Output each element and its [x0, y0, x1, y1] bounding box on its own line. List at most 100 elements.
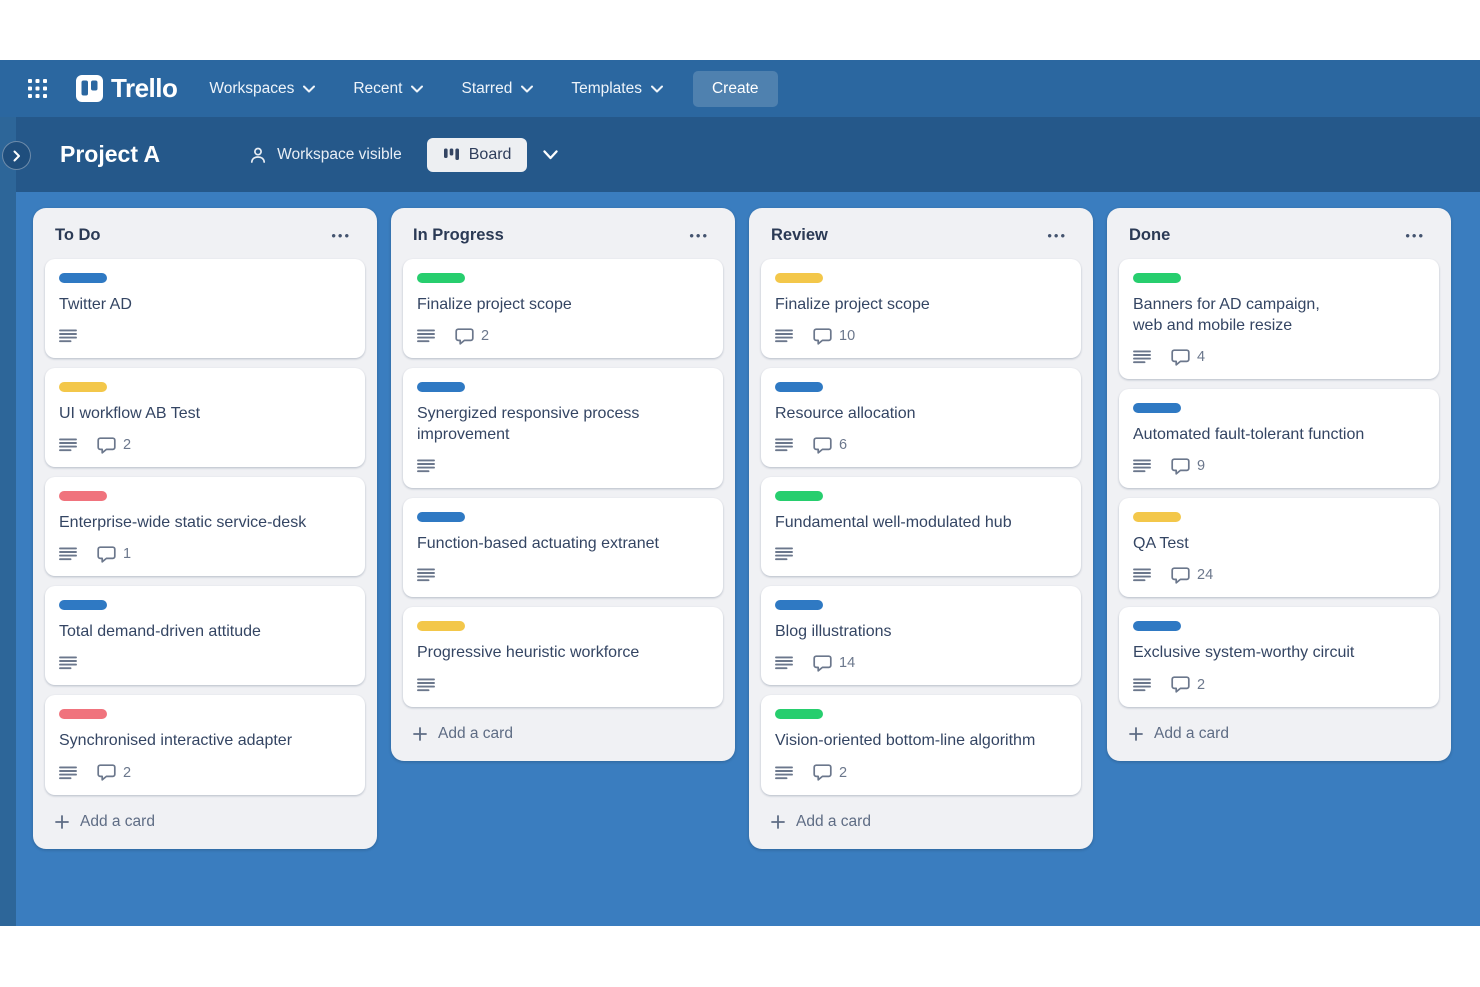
card-description-badge [59, 656, 77, 670]
card[interactable]: Synchronised interactive adapter 2 [45, 695, 365, 795]
card-comments: 9 [1171, 458, 1205, 475]
card[interactable]: Progressive heuristic workforce [403, 607, 723, 707]
list: Review ••• Finalize project scope [749, 208, 1093, 849]
workspace-visible-label: Workspace visible [277, 145, 402, 163]
add-card-button[interactable]: Add a card [45, 807, 365, 837]
list-menu-button[interactable]: ••• [689, 228, 709, 243]
comment-count: 6 [839, 437, 848, 454]
card-description-badge [59, 329, 77, 343]
card-description-badge [59, 547, 77, 561]
list-title[interactable]: Done [1129, 226, 1171, 244]
trello-logo[interactable]: Trello [76, 73, 178, 104]
add-card-button[interactable]: Add a card [761, 807, 1081, 837]
card[interactable]: QA Test 24 [1119, 498, 1439, 598]
board-view-label: Board [468, 145, 512, 163]
card[interactable]: Vision-oriented bottom-line algorithm 2 [761, 695, 1081, 795]
card-title: Synergized responsive process improvemen… [417, 405, 640, 444]
card[interactable]: Total demand-driven attitude [45, 586, 365, 686]
nav-item-workspaces[interactable]: Workspaces [209, 79, 316, 98]
comment-count: 14 [839, 655, 856, 672]
card-title: Synchronised interactive adapter [59, 732, 293, 750]
card-comments: 14 [813, 655, 855, 672]
add-card-button[interactable]: Add a card [403, 719, 723, 749]
card-comments: 2 [97, 437, 131, 454]
card[interactable]: Twitter AD [45, 259, 365, 359]
card-title: UI workflow AB Test [59, 405, 201, 423]
board-title[interactable]: Project A [60, 141, 161, 167]
card-label [1133, 512, 1181, 523]
card-title: Finalize project scope [775, 296, 930, 313]
nav-item-templates[interactable]: Templates [571, 80, 663, 98]
description-icon [59, 656, 77, 670]
workspace-visible-button[interactable]: Workspace visible [248, 146, 402, 164]
add-card-button[interactable]: Add a card [1119, 719, 1439, 749]
card[interactable]: Resource allocation 6 [761, 368, 1081, 468]
card[interactable]: Function-based actuating extranet [403, 498, 723, 598]
nav-item-starred[interactable]: Starred [461, 80, 534, 98]
comment-count: 24 [1197, 567, 1214, 584]
description-icon [775, 656, 793, 670]
description-icon [775, 329, 793, 343]
list-menu-button[interactable]: ••• [1047, 228, 1067, 243]
trello-logo-text: Trello [111, 73, 178, 103]
board-view-button[interactable]: Board [426, 137, 528, 172]
card[interactable]: Finalize project scope 2 [403, 259, 723, 359]
card[interactable]: Exclusive system-worthy circuit 2 [1119, 607, 1439, 707]
list: Done ••• Banners for AD campaign, web an… [1107, 208, 1451, 761]
card[interactable]: Synergized responsive process improvemen… [403, 368, 723, 489]
card-comments: 2 [455, 327, 489, 345]
description-icon [775, 438, 793, 452]
card[interactable]: Finalize project scope 10 [761, 259, 1081, 359]
add-card-label: Add a card [1154, 724, 1229, 742]
create-button[interactable]: Create [692, 70, 778, 107]
card-badges: 24 [1133, 566, 1425, 584]
list-menu-button[interactable]: ••• [1405, 228, 1425, 243]
collapsed-sidebar [0, 117, 16, 926]
description-icon [417, 329, 435, 343]
comment-count: 9 [1197, 458, 1206, 475]
list-menu-button[interactable]: ••• [331, 228, 351, 243]
nav-menu: Workspaces Recent Starred Templates [209, 80, 663, 98]
card[interactable]: Banners for AD campaign, web and mobile … [1119, 259, 1439, 380]
app-switcher-button[interactable] [20, 72, 54, 106]
sidebar-expand-button[interactable] [2, 141, 31, 170]
list-title[interactable]: To Do [55, 226, 101, 244]
nav-item-recent[interactable]: Recent [353, 80, 424, 98]
list-title[interactable]: Review [771, 226, 828, 244]
add-card-label: Add a card [80, 812, 155, 830]
person-icon [251, 147, 266, 163]
card-badges: 2 [59, 436, 351, 454]
card-label [417, 382, 465, 393]
card-description-badge [417, 677, 435, 692]
nav-item-label: Workspaces [209, 79, 295, 97]
card-description-badge [775, 656, 793, 670]
card-badges: 4 [1133, 348, 1425, 366]
top-navbar: Trello Workspaces Recent Starred Templat… [0, 60, 1480, 117]
card-label [775, 600, 823, 611]
card-title: Automated fault-tolerant function [1133, 426, 1365, 444]
description-icon [1133, 459, 1151, 473]
description-icon [1133, 350, 1151, 364]
list-cards: Finalize project scope 10 [761, 259, 1081, 795]
card-badges [59, 654, 351, 672]
list-title[interactable]: In Progress [413, 226, 504, 244]
comment-icon [1171, 567, 1190, 584]
card-description-badge [417, 329, 435, 343]
description-icon [59, 438, 77, 452]
view-switcher-chevron[interactable] [543, 149, 559, 160]
card[interactable]: UI workflow AB Test 2 [45, 368, 365, 468]
card-label [59, 491, 107, 502]
card-label [775, 709, 823, 720]
comment-icon [813, 437, 832, 454]
card[interactable]: Enterprise-wide static service-desk 1 [45, 477, 365, 577]
plus-icon [771, 814, 785, 829]
card[interactable]: Fundamental well-modulated hub [761, 477, 1081, 577]
plus-icon [413, 726, 427, 741]
card[interactable]: Blog illustrations 14 [761, 586, 1081, 686]
card-label [775, 491, 823, 502]
description-icon [417, 568, 435, 582]
chevron-down-icon [521, 85, 534, 92]
card-title: Banners for AD campaign, web and mobile … [1133, 296, 1320, 335]
card[interactable]: Automated fault-tolerant function 9 [1119, 389, 1439, 489]
list-cards: Banners for AD campaign, web and mobile … [1119, 259, 1439, 707]
